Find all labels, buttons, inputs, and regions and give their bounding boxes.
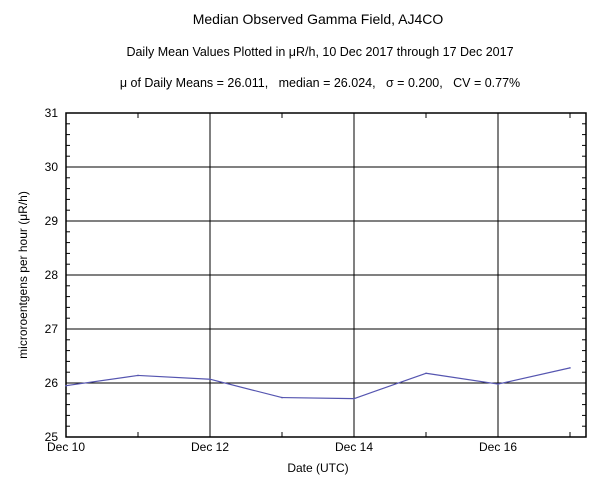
- x-axis-label: Date (UTC): [287, 461, 348, 475]
- data-segment: [137, 374, 211, 380]
- x-tick-label: Dec 16: [479, 440, 517, 454]
- data-segment: [65, 374, 139, 387]
- y-tick-label: 26: [45, 376, 59, 390]
- data-segment: [281, 396, 355, 400]
- data-segment: [425, 372, 499, 385]
- data-point: [209, 378, 211, 381]
- y-tick-label: 29: [45, 214, 59, 228]
- plot-frame: [65, 112, 587, 438]
- data-point: [281, 396, 283, 399]
- data-point: [569, 367, 571, 369]
- data-segment: [353, 372, 427, 400]
- y-tick-label: 31: [45, 106, 59, 120]
- data-segment: [209, 378, 283, 399]
- x-tick-label: Dec 10: [47, 440, 85, 454]
- x-tick-label: Dec 12: [191, 440, 229, 454]
- chart-stats: μ of Daily Means = 26.011, median = 26.0…: [120, 76, 520, 90]
- data-point: [497, 383, 499, 385]
- data-segment: [497, 367, 571, 385]
- chart-subtitle: Daily Mean Values Plotted in μR/h, 10 De…: [126, 45, 513, 59]
- y-tick-label: 27: [45, 322, 59, 336]
- x-tick-label: Dec 14: [335, 440, 373, 454]
- data-point: [353, 397, 355, 400]
- data-point: [65, 384, 67, 387]
- data-point: [425, 372, 427, 375]
- y-tick-label: 28: [45, 268, 59, 282]
- y-axis-label: microroentgens per hour (μR/h): [16, 191, 30, 359]
- chart-title: Median Observed Gamma Field, AJ4CO: [193, 11, 444, 27]
- y-tick-label: 25: [45, 430, 59, 444]
- data-point: [137, 374, 139, 377]
- y-tick-label: 30: [45, 160, 59, 174]
